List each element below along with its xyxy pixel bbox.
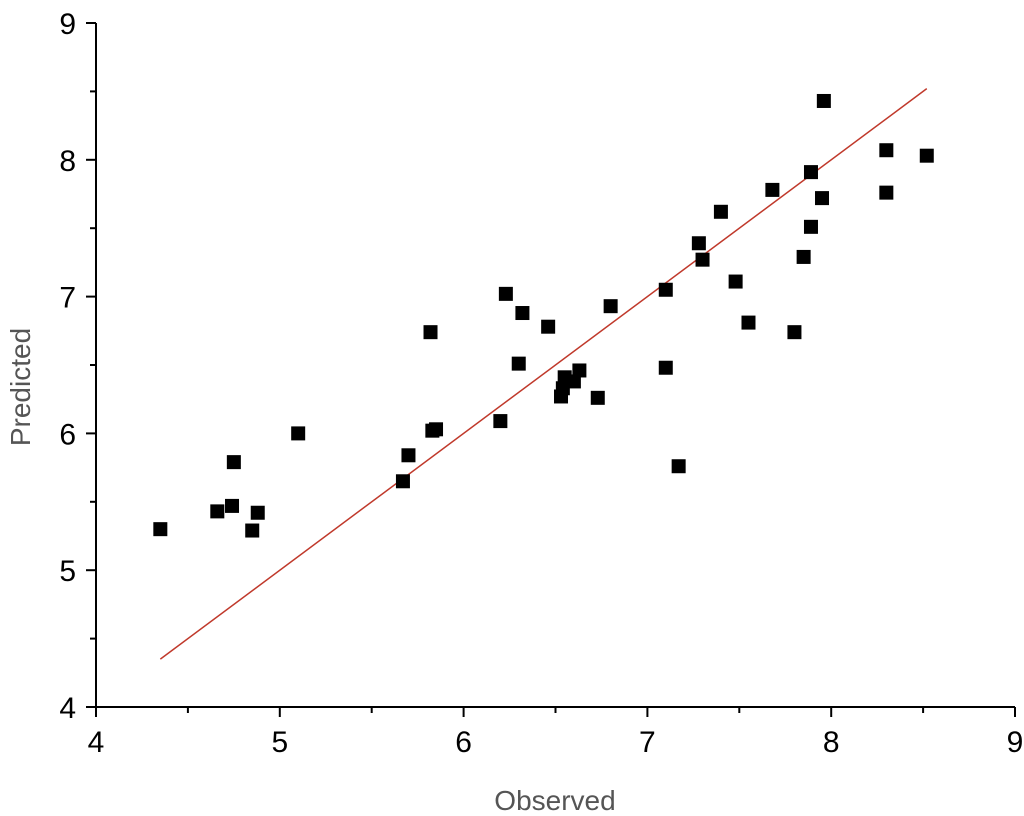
x-tick-label: 6 [455, 726, 472, 759]
data-point [741, 315, 756, 330]
data-point [245, 523, 260, 538]
data-point [695, 252, 710, 267]
y-tick-label: 9 [59, 8, 76, 41]
data-point [590, 390, 605, 405]
data-point [816, 93, 831, 108]
data-point [765, 182, 780, 197]
data-point [250, 505, 265, 520]
data-point [153, 522, 168, 537]
data-point [815, 191, 830, 206]
data-point [658, 360, 673, 375]
y-tick-label: 8 [59, 145, 76, 178]
data-point [879, 143, 894, 158]
fit-line-layer [159, 88, 928, 660]
y-tick-label: 5 [59, 555, 76, 588]
data-point [787, 325, 802, 340]
data-point [226, 455, 241, 470]
data-point [879, 185, 894, 200]
data-point [566, 374, 581, 389]
data-point [515, 306, 530, 321]
data-points-layer [153, 93, 934, 538]
data-point [713, 204, 728, 219]
data-point [423, 325, 438, 340]
data-point [429, 422, 444, 437]
x-tick-label: 5 [271, 726, 288, 759]
data-point [796, 249, 811, 264]
x-tick-label: 9 [1007, 726, 1024, 759]
data-point [401, 448, 416, 463]
data-point [671, 459, 686, 474]
data-point [210, 504, 225, 519]
data-point [395, 474, 410, 489]
axes: 4 5 6 7 8 9 4 5 6 7 8 9 [59, 8, 1023, 759]
data-point [603, 299, 618, 314]
data-point [572, 363, 587, 378]
data-point [541, 319, 556, 334]
data-point [291, 426, 306, 441]
fit-line [159, 88, 928, 660]
y-tick-label: 6 [59, 418, 76, 451]
data-point [493, 414, 508, 429]
y-tick-label: 7 [59, 282, 76, 315]
x-tick-label: 7 [639, 726, 656, 759]
data-point [658, 282, 673, 297]
data-point [225, 498, 240, 513]
data-point [803, 219, 818, 234]
data-point [728, 274, 743, 289]
x-axis-title: Observed [494, 785, 615, 816]
data-point [511, 356, 526, 371]
x-tick-label: 8 [823, 726, 840, 759]
x-tick-label: 4 [88, 726, 105, 759]
y-axis-title: Predicted [5, 328, 36, 446]
data-point [803, 165, 818, 180]
data-point [498, 286, 513, 301]
data-point [919, 148, 934, 163]
data-point [691, 236, 706, 251]
y-tick-label: 4 [59, 692, 76, 725]
data-point [555, 381, 570, 396]
